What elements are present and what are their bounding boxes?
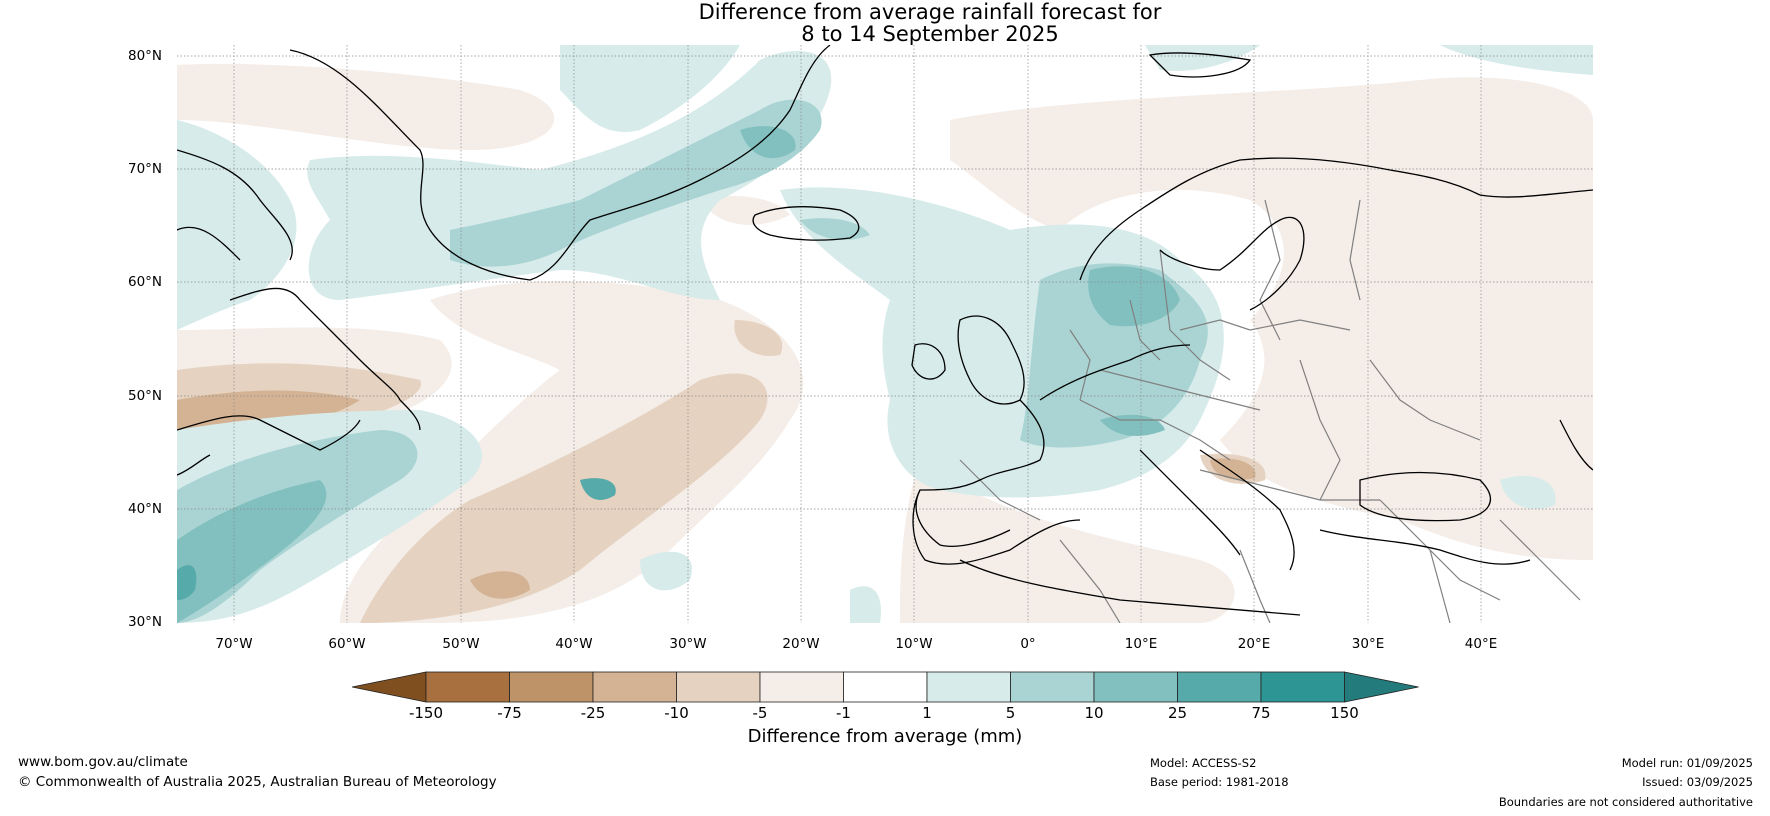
colorbar-swatch	[926, 671, 1011, 703]
colorbar-tick-label: -1	[836, 704, 851, 722]
footer-model-run: Model run: 01/09/2025	[1621, 756, 1753, 770]
footer-boundaries-note: Boundaries are not considered authoritat…	[1498, 795, 1753, 809]
colorbar-extend-low	[352, 671, 427, 703]
lon-label-0: 0°	[1020, 636, 1036, 652]
footer-model: Model: ACCESS-S2	[1150, 756, 1257, 770]
lon-label-40e: 40°E	[1464, 636, 1498, 652]
colorbar-swatch	[425, 671, 510, 703]
lat-label-30n: 30°N	[128, 614, 163, 630]
colorbar-extend-high	[1344, 671, 1419, 703]
colorbar-tick-label: -10	[664, 704, 689, 722]
lat-label-70n: 70°N	[128, 161, 163, 177]
colorbar-swatch	[509, 671, 594, 703]
colorbar-swatch	[1010, 671, 1095, 703]
lon-label-60w: 60°W	[328, 636, 366, 652]
lon-label-30e: 30°E	[1351, 636, 1385, 652]
lat-label-60n: 60°N	[128, 274, 163, 290]
footer-base-period: Base period: 1981-2018	[1150, 775, 1289, 789]
colorbar-tick-label: -25	[580, 704, 606, 722]
colorbar-tick-label: 25	[1167, 704, 1188, 722]
colorbar	[352, 671, 1419, 703]
colorbar-tick-label: -150	[408, 704, 444, 722]
colorbar-tick-label: -75	[497, 704, 522, 722]
lon-label-10e: 10°E	[1124, 636, 1158, 652]
chart-title-line-2: 8 to 14 September 2025	[801, 22, 1059, 46]
lon-label-70w: 70°W	[215, 636, 253, 652]
colorbar-tick-label: -5	[752, 704, 768, 722]
map-gridlines	[177, 45, 1593, 623]
lon-label-20w: 20°W	[782, 636, 820, 652]
colorbar-swatch	[1177, 671, 1262, 703]
colorbar-tick-label: 5	[1005, 704, 1016, 722]
colorbar-label: Difference from average (mm)	[747, 726, 1023, 747]
footer-website[interactable]: www.bom.gov.au/climate	[18, 754, 188, 770]
colorbar-tick-label: 10	[1084, 704, 1104, 722]
lon-label-20e: 20°E	[1237, 636, 1271, 652]
rainfall-anomaly-map	[177, 45, 1593, 623]
lon-label-40w: 40°W	[555, 636, 593, 652]
colorbar-swatch	[592, 671, 677, 703]
anomaly-wet-strong	[177, 126, 1180, 623]
lon-label-50w: 50°W	[442, 636, 480, 652]
chart-title-line-1: Difference from average rainfall forecas…	[698, 0, 1162, 24]
footer-issued: Issued: 03/09/2025	[1642, 775, 1753, 789]
colorbar-tick-label: 1	[922, 704, 932, 722]
lat-label-50n: 50°N	[128, 388, 163, 404]
lat-label-80n: 80°N	[128, 48, 163, 64]
colorbar-swatch	[759, 671, 844, 703]
lat-label-40n: 40°N	[128, 501, 163, 517]
colorbar-swatch	[1260, 671, 1345, 703]
colorbar-tick-label: 75	[1251, 704, 1271, 722]
anomaly-wet-very-strong	[177, 478, 616, 600]
colorbar-swatch	[843, 671, 928, 703]
lon-label-10w: 10°W	[895, 636, 933, 652]
coastlines	[177, 45, 1593, 616]
colorbar-tick-label: 150	[1330, 704, 1359, 722]
country-borders	[959, 199, 1581, 623]
colorbar-swatch	[676, 671, 761, 703]
footer-copyright: © Commonwealth of Australia 2025, Austra…	[18, 774, 497, 790]
colorbar-swatch	[1093, 671, 1178, 703]
lon-label-30w: 30°W	[669, 636, 707, 652]
